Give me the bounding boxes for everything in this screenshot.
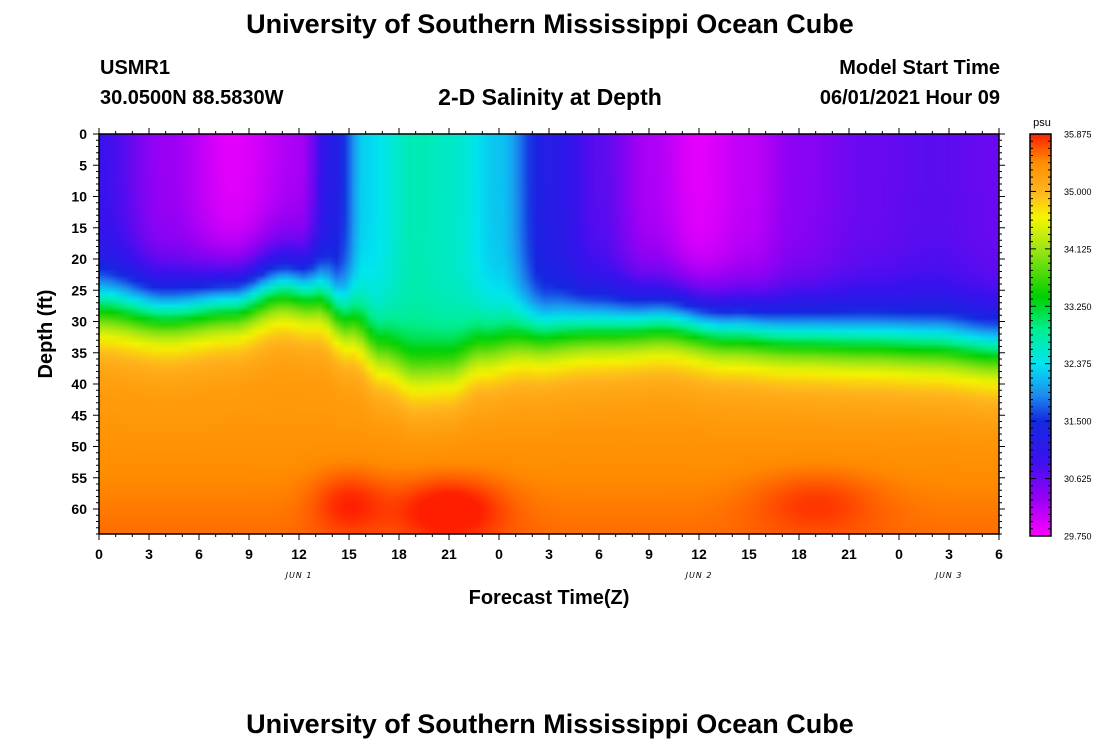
y-axis-title: Depth (ft) xyxy=(35,290,57,379)
day-label: JUN 3 xyxy=(934,571,963,580)
plot-title: 2-D Salinity at Depth xyxy=(438,84,662,110)
x-tick-label: 0 xyxy=(95,546,103,562)
y-tick-label: 55 xyxy=(71,470,87,486)
y-tick-label: 0 xyxy=(79,126,87,142)
x-axis: 0 3 6 9 12 15 18 21 0 3 6 9 12 15 18 21 0 3 6 xyxy=(95,128,1003,562)
station-id: USMR1 xyxy=(100,57,171,79)
colorbar-tick-label: 33.250 xyxy=(1064,302,1092,312)
x-tick-label: 15 xyxy=(341,546,357,562)
x-tick-label: 6 xyxy=(595,546,603,562)
colorbar-tick-label: 35.875 xyxy=(1064,130,1092,140)
y-tick-label: 40 xyxy=(71,376,87,392)
x-tick-label: 9 xyxy=(645,546,653,562)
x-tick-label: 6 xyxy=(195,546,203,562)
x-tick-label: 18 xyxy=(391,546,407,562)
y-tick-label: 25 xyxy=(71,282,87,298)
model-start-time: 06/01/2021 Hour 09 xyxy=(819,87,1000,109)
y-tick-label: 20 xyxy=(71,251,87,267)
station-location: 30.0500N 88.5830W xyxy=(100,87,284,109)
day-labels: JUN 1 JUN 2 JUN 3 xyxy=(284,571,963,580)
y-tick-label: 35 xyxy=(71,345,87,361)
x-tick-label: 21 xyxy=(441,546,457,562)
salinity-heatmap xyxy=(99,134,999,534)
day-label: JUN 2 xyxy=(684,571,713,580)
y-tick-label: 60 xyxy=(71,501,87,517)
x-axis-title: Forecast Time(Z) xyxy=(469,587,630,609)
y-axis: 0 5 10 15 20 25 30 35 40 45 50 55 60 xyxy=(71,126,1005,535)
colorbar-unit: psu xyxy=(1033,117,1051,129)
colorbar-tick-label: 31.500 xyxy=(1064,417,1092,427)
footer-title: University of Southern Mississippi Ocean… xyxy=(246,709,854,739)
page-title: University of Southern Mississippi Ocean… xyxy=(246,9,854,39)
x-tick-label: 3 xyxy=(145,546,153,562)
colorbar-tick-label: 29.750 xyxy=(1064,532,1092,542)
x-tick-label: 18 xyxy=(791,546,807,562)
x-tick-label: 12 xyxy=(291,546,307,562)
y-tick-label: 5 xyxy=(79,157,87,173)
x-tick-label: 9 xyxy=(245,546,253,562)
x-tick-label: 15 xyxy=(741,546,757,562)
x-tick-label: 3 xyxy=(545,546,553,562)
y-tick-label: 15 xyxy=(71,220,87,236)
y-tick-label: 50 xyxy=(71,439,87,455)
y-tick-label: 45 xyxy=(71,407,87,423)
colorbar-tick-label: 34.125 xyxy=(1064,244,1092,254)
model-start-label: Model Start Time xyxy=(839,57,1000,79)
day-label: JUN 1 xyxy=(284,571,313,580)
colorbar-ramp xyxy=(1029,133,1052,537)
x-tick-label: 0 xyxy=(495,546,503,562)
x-tick-label: 21 xyxy=(841,546,857,562)
colorbar-tick-label: 30.625 xyxy=(1064,474,1092,484)
x-tick-label: 6 xyxy=(995,546,1003,562)
x-tick-label: 3 xyxy=(945,546,953,562)
y-tick-label: 30 xyxy=(71,314,87,330)
x-tick-label: 12 xyxy=(691,546,707,562)
colorbar-tick-label: 35.000 xyxy=(1064,187,1092,197)
y-tick-label: 10 xyxy=(71,189,87,205)
x-tick-label: 0 xyxy=(895,546,903,562)
colorbar-tick-label: 32.375 xyxy=(1064,359,1092,369)
plot-area xyxy=(98,133,1000,535)
colorbar: psu 35.875 35.000 34.125 33.250 32.375 31.500… xyxy=(1029,117,1092,542)
colorbar-ticks: 35.875 35.000 34.125 33.250 32.375 31.500 30.6… xyxy=(1030,130,1092,542)
